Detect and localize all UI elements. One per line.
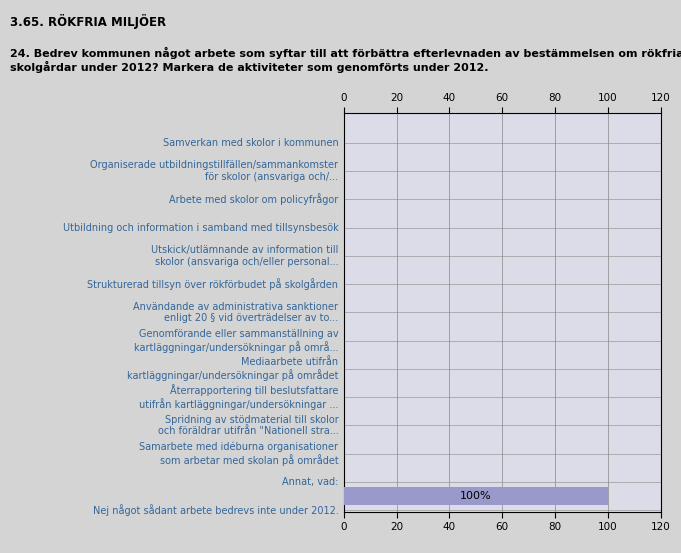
Bar bbox=[344, 487, 607, 505]
Text: Utbildning och information i samband med tillsynsbesök: Utbildning och information i samband med… bbox=[63, 223, 338, 233]
Text: Spridning av stödmaterial till skolor
och föräldrar utifrån "Nationell stra...: Spridning av stödmaterial till skolor oc… bbox=[158, 415, 338, 436]
Text: 3.65. RÖKFRIA MILJÖER: 3.65. RÖKFRIA MILJÖER bbox=[10, 14, 166, 29]
Text: Genomförande eller sammanställning av
kartläggningar/undersökningar på områ...: Genomförande eller sammanställning av ka… bbox=[134, 328, 338, 353]
Text: Nej något sådant arbete bedrevs inte under 2012.: Nej något sådant arbete bedrevs inte und… bbox=[93, 504, 338, 516]
Text: Annat, vad:: Annat, vad: bbox=[282, 477, 338, 487]
Text: Arbete med skolor om policyfrågor: Arbete med skolor om policyfrågor bbox=[169, 194, 338, 206]
Text: 100%: 100% bbox=[460, 491, 492, 501]
Text: Återrapportering till beslutsfattare
utifrån kartläggningar/undersökningar ...: Återrapportering till beslutsfattare uti… bbox=[139, 384, 338, 410]
Text: Samarbete med idéburna organisationer
som arbetar med skolan på området: Samarbete med idéburna organisationer so… bbox=[140, 441, 338, 466]
Text: Mediaarbete utifrån
kartläggningar/undersökningar på området: Mediaarbete utifrån kartläggningar/under… bbox=[127, 357, 338, 381]
Text: 24. Bedrev kommunen något arbete som syftar till att förbättra efterlevnaden av : 24. Bedrev kommunen något arbete som syf… bbox=[10, 47, 681, 73]
Text: Utskick/utlämnande av information till
skolor (ansvariga och/eller personal...: Utskick/utlämnande av information till s… bbox=[151, 245, 338, 267]
Text: Organiserade utbildningstillfällen/sammankomster
för skolor (ansvariga och/...: Organiserade utbildningstillfällen/samma… bbox=[91, 160, 338, 182]
Text: Strukturerad tillsyn över rökförbudet på skolgården: Strukturerad tillsyn över rökförbudet på… bbox=[87, 278, 338, 290]
Text: Samverkan med skolor i kommunen: Samverkan med skolor i kommunen bbox=[163, 138, 338, 148]
Text: Användande av administrativa sanktioner
enligt 20 § vid överträdelser av to...: Användande av administrativa sanktioner … bbox=[133, 301, 338, 324]
